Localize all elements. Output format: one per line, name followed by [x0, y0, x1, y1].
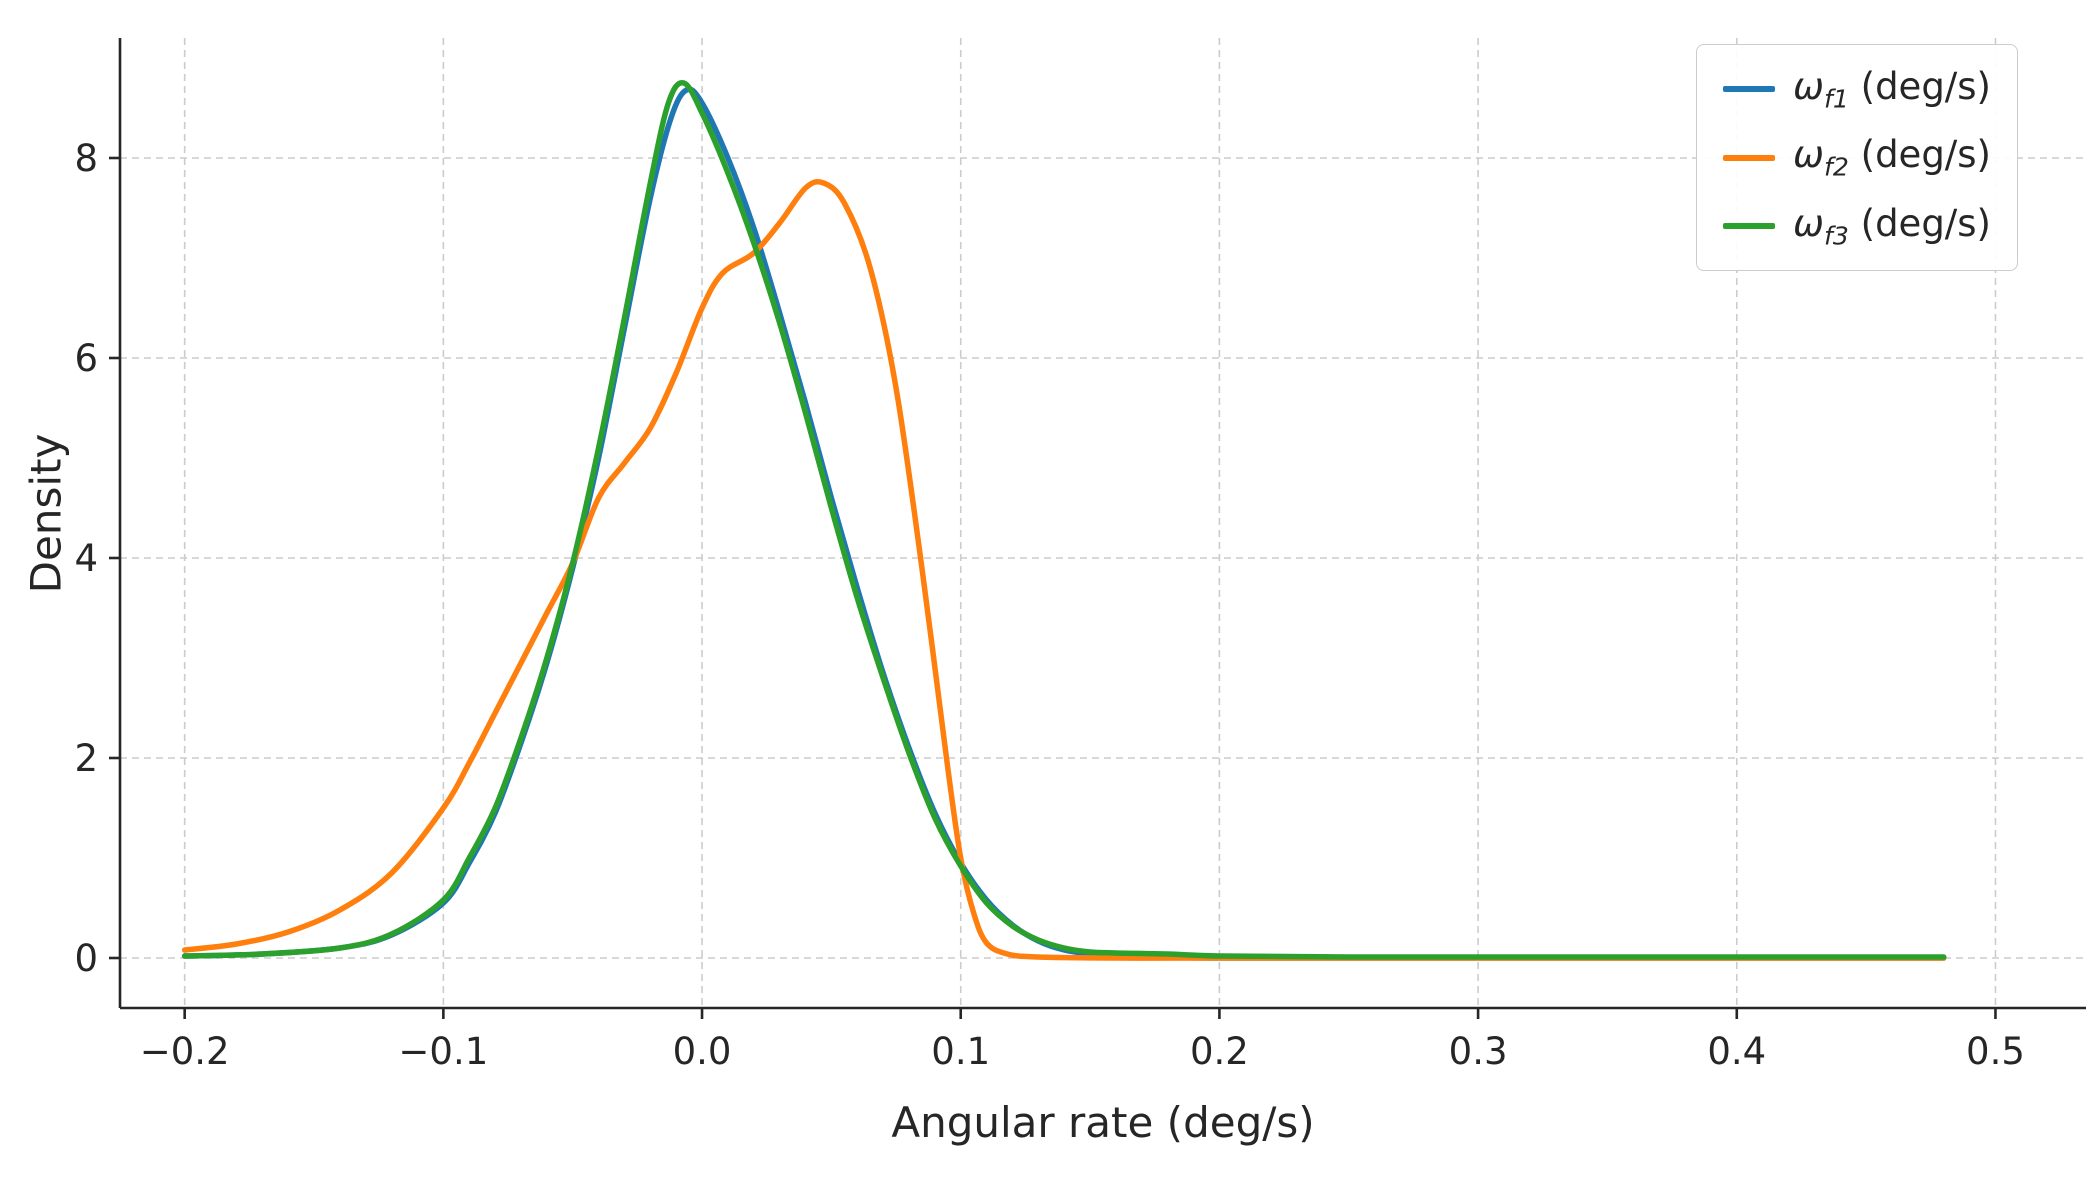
legend-label-omega-f2: ωf2 (deg/s) [1793, 133, 1991, 182]
legend: ωf1 (deg/s) ωf2 (deg/s) ωf3 (deg/s) [1696, 44, 2018, 272]
svg-text:6: 6 [74, 337, 98, 380]
svg-text:0.1: 0.1 [931, 1030, 990, 1073]
svg-text:0: 0 [74, 937, 98, 980]
svg-text:0.4: 0.4 [1707, 1030, 1766, 1073]
y-axis-label: Density [21, 433, 71, 594]
legend-label-omega-f1: ωf1 (deg/s) [1793, 65, 1991, 114]
svg-text:8: 8 [74, 137, 98, 180]
svg-text:0.2: 0.2 [1190, 1030, 1249, 1073]
legend-item-omega-f1: ωf1 (deg/s) [1723, 65, 1991, 113]
svg-text:−0.1: −0.1 [398, 1030, 488, 1073]
legend-label-omega-f3: ωf3 (deg/s) [1793, 201, 1991, 251]
axis-ticks [109, 156, 1997, 1019]
series-omega_f2-line [181, 178, 1947, 961]
legend-swatch-omega-f2 [1723, 154, 1776, 161]
svg-text:0.5: 0.5 [1966, 1030, 2025, 1073]
tick-labels: −0.2 −0.1 0.0 0.1 0.2 0.3 0.4 0.5 0 2 4 6 8 [74, 137, 2024, 1073]
legend-item-omega-f3: ωf3 (deg/s) [1723, 202, 1991, 250]
svg-text:2: 2 [74, 737, 98, 780]
svg-text:−0.2: −0.2 [140, 1030, 230, 1073]
legend-item-omega-f2: ωf2 (deg/s) [1723, 133, 1991, 182]
legend-swatch-omega-f1 [1723, 86, 1776, 93]
axes-spines [118, 38, 2086, 1010]
legend-swatch-omega-f3 [1723, 222, 1776, 229]
svg-text:4: 4 [74, 537, 98, 580]
series-omega_f1-line [181, 86, 1947, 961]
svg-text:0.0: 0.0 [673, 1030, 732, 1073]
x-axis-label: Angular rate (deg/s) [891, 1098, 1315, 1147]
svg-text:0.3: 0.3 [1449, 1030, 1508, 1073]
series-omega_f3-line [181, 79, 1947, 960]
